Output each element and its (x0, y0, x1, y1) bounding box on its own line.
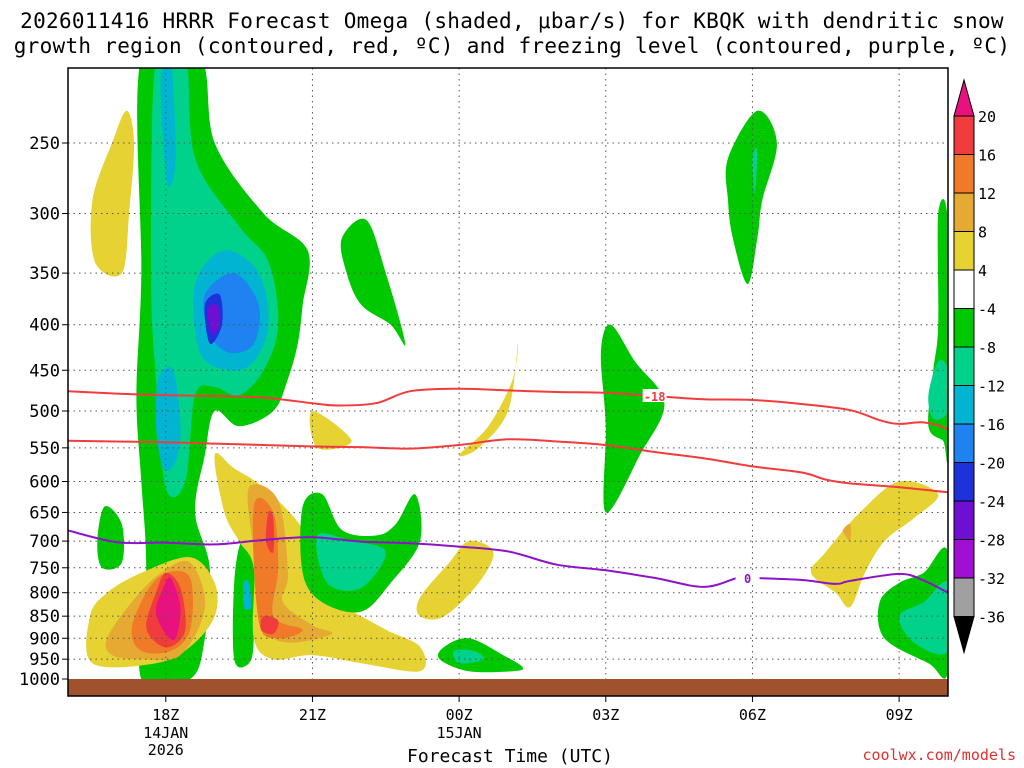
omega-region-18 (928, 360, 948, 420)
y-tick-label-1000: 1000 (19, 670, 60, 690)
y-tick-label-400: 400 (29, 316, 60, 336)
x-tick-label-06Z: 06Z (739, 706, 766, 724)
colorbar-swatch-2 (953, 154, 975, 194)
colorbar-swatch-5 (953, 269, 975, 309)
colorbar-label-12: -32 (978, 570, 1005, 588)
contour-label-0: -18 (644, 390, 666, 404)
omega-region-0 (90, 110, 135, 277)
colorbar-label-2: 12 (978, 185, 996, 203)
omega-region-2 (97, 505, 125, 570)
omega-region-35 (453, 649, 485, 664)
y-axis: 2503003504004505005506006507007508008509… (19, 134, 68, 690)
colorbar-label-1: 16 (978, 147, 996, 165)
omega-region-14 (600, 324, 665, 513)
colorbar-swatch-6 (953, 308, 975, 348)
omega-region-32 (316, 533, 386, 591)
y-tick-label-850: 850 (29, 607, 60, 627)
colorbar-top-arrow (953, 78, 975, 117)
omega-region-13 (458, 342, 519, 457)
omega-region-4 (160, 68, 176, 188)
colorbar-swatch-12 (953, 539, 975, 579)
contour-label-bg-0 (642, 389, 667, 403)
x-tick-label-03Z: 03Z (592, 706, 619, 724)
y-tick-label-250: 250 (29, 134, 60, 154)
x-tick-sublabel-18Z-0: 14JAN (143, 724, 188, 742)
omega-region-30 (260, 615, 279, 635)
omega-region-15 (725, 110, 777, 284)
omega-region-11 (340, 218, 406, 346)
grid (68, 68, 948, 679)
colorbar-label-6: -8 (978, 339, 996, 357)
plot-frame (67, 67, 949, 697)
omega-region-39 (898, 581, 948, 655)
x-axis-title: Forecast Time (UTC) (407, 746, 613, 767)
y-tick-label-300: 300 (29, 204, 60, 224)
omega-region-29 (265, 510, 275, 553)
omega-region-37 (842, 523, 851, 542)
omega-region-16 (752, 148, 758, 194)
colorbar-label-11: -28 (978, 532, 1005, 550)
colorbar-label-7: -12 (978, 378, 1005, 396)
colorbar-label-4: 4 (978, 262, 987, 280)
colorbar-swatch-8 (953, 385, 975, 425)
colorbar-swatch-4 (953, 231, 975, 271)
y-tick-label-450: 450 (29, 361, 60, 381)
omega-region-12 (309, 410, 352, 450)
credit-text: coolwx.com/models (862, 746, 1016, 764)
omega-region-9 (207, 303, 220, 335)
chart-title-line-2: growth region (contoured, red, ºC) and f… (13, 34, 1011, 58)
y-tick-label-350: 350 (29, 264, 60, 284)
colorbar-swatch-1 (953, 115, 975, 155)
y-tick-label-950: 950 (29, 650, 60, 670)
omega-shading (86, 68, 948, 689)
x-tick-label-18Z: 18Z (152, 706, 179, 724)
colorbar-label-9: -20 (978, 455, 1005, 473)
colorbar-label-3: 8 (978, 224, 987, 242)
y-tick-label-800: 800 (29, 584, 60, 604)
omega-region-25 (243, 579, 252, 610)
contour-line-2 (68, 529, 948, 594)
contour-line-1 (68, 438, 948, 494)
y-tick-label-700: 700 (29, 532, 60, 552)
x-tick-sublabel-00Z-0: 15JAN (437, 724, 482, 742)
x-tick-label-00Z: 00Z (446, 706, 473, 724)
contour-label-2: 0 (744, 572, 751, 586)
colorbar-label-5: -4 (978, 301, 996, 319)
ground-terrain (68, 679, 948, 696)
colorbar-label-10: -24 (978, 493, 1005, 511)
colorbar-swatch-3 (953, 192, 975, 232)
colorbar-label-0: 20 (978, 108, 996, 126)
colorbar-label-8: -16 (978, 416, 1005, 434)
colorbar-swatch-11 (953, 500, 975, 540)
colorbar-swatch-9 (953, 423, 975, 463)
y-tick-label-550: 550 (29, 439, 60, 459)
y-tick-label-500: 500 (29, 402, 60, 422)
y-tick-label-750: 750 (29, 559, 60, 579)
contour-label-bg-2 (735, 570, 760, 584)
colorbar-swatch-13 (953, 577, 975, 617)
colorbar: 20 16 12 8 4 -4 -8 -12 -16 -20 -24 -28 -32 -36 (953, 78, 1005, 655)
x-tick-label-09Z: 09Z (886, 706, 913, 724)
x-tick-sublabel-18Z-1: 2026 (148, 741, 184, 759)
colorbar-bottom-arrow (953, 616, 975, 655)
omega-region-33 (416, 540, 494, 620)
omega-region-10 (165, 410, 171, 450)
colorbar-swatch-7 (953, 346, 975, 386)
y-tick-label-600: 600 (29, 472, 60, 492)
temperature-contours: -18 0 (68, 387, 948, 594)
y-tick-label-900: 900 (29, 629, 60, 649)
chart-title-line-1: 2026011416 HRRR Forecast Omega (shaded, … (20, 9, 1004, 33)
contour-line-0 (68, 387, 948, 432)
colorbar-swatch-10 (953, 462, 975, 502)
omega-region-36 (810, 480, 939, 608)
colorbar-label-13: -36 (978, 609, 1005, 627)
x-tick-label-21Z: 21Z (299, 706, 326, 724)
y-tick-label-650: 650 (29, 503, 60, 523)
